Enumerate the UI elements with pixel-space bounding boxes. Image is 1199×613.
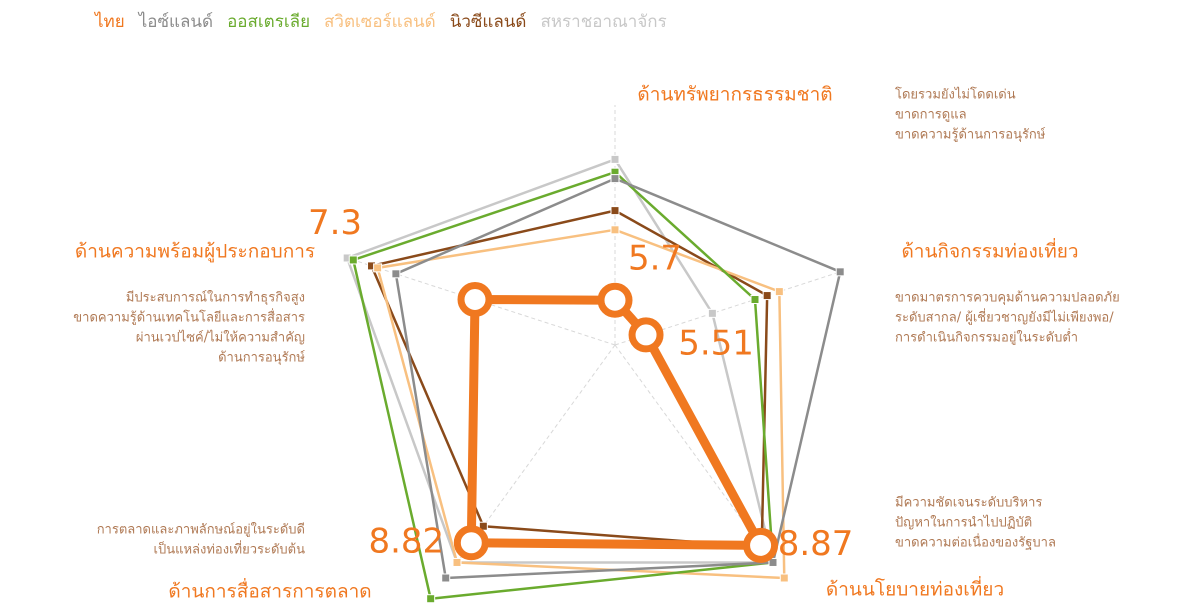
legend-label: สวิตเซอร์แลนด์ [324,12,436,32]
marker [452,557,462,567]
marker [610,154,620,164]
value-label: 5.51 [678,323,754,363]
marker [457,282,493,318]
annotation: ขาดมาตรการควบคุมด้านความปลอดภัย [895,291,1120,306]
annotation: ด้านการอนุรักษ์ [218,350,305,366]
marker [610,225,620,235]
value-label: 5.7 [628,239,682,279]
axis-label: ด้านกิจกรรมท่องเที่ยว [901,238,1078,263]
series-line [345,158,775,564]
marker [750,295,760,305]
marker [743,527,779,563]
marker [610,206,620,216]
annotation: เป็นแหล่งท่องเที่ยวระดับต้น [154,540,306,558]
value-label: 8.82 [368,521,444,561]
marker [628,317,664,353]
axis-label: ด้านความพร้อมผู้ประกอบการ [75,241,315,263]
legend-label: สหราชอาณาจักร [540,12,666,32]
value-label: 8.87 [778,524,854,564]
annotation: ขาดการดูแล [895,108,967,123]
marker [373,263,383,273]
marker [597,282,633,318]
axis-label: ด้านนโยบายท่องเที่ยว [826,576,1004,601]
legend-label: ไทย [93,11,125,32]
series-line [370,209,769,549]
annotation: มีประสบการณ์ในการทำธุรกิจสูง [126,290,305,306]
series-line [352,170,775,600]
annotation: การดำเนินกิจกรรมอยู่ในระดับต่ำ [895,329,1078,346]
legend-label: ไอซ์แลนด์ [137,11,213,32]
annotation: การตลาดและภาพลักษณ์อยู่ในระดับดี [97,522,305,538]
annotation: ขาดความต่อเนื่องของรัฐบาล [895,534,1056,551]
marker [762,291,772,301]
series-line [394,177,842,580]
axis-label: ด้านการสื่อสารการตลาด [168,578,371,603]
annotation: ปัญหาในการนำไปปฏิบัติ [895,515,1032,531]
annotation: ขาดความรู้ด้านเทคโนโลยีและการสื่อสาร [73,309,305,326]
marker [779,573,789,583]
marker [453,525,489,561]
marker [391,269,401,279]
marker [768,557,778,567]
annotation: ผ่านเวปไซค์/ไม่ให้ความสำคัญ [136,330,305,346]
legend-label: นิวซีแลนด์ [450,12,527,32]
marker [348,255,358,265]
axis-label: ด้านทรัพยากรธรรมชาติ [637,84,832,106]
legend-label: ออสเตรเลีย [227,12,310,32]
annotation: โดยรวมยังไม่โดดเด่น [895,87,1016,103]
marker [707,308,717,318]
annotation: มีความชัดเจนระดับบริหาร [895,495,1042,511]
marker [774,287,784,297]
value-label: 7.3 [308,203,362,243]
marker [426,594,436,604]
annotation: ระดับสากล/ ผู้เชี่ยวชาญยังมีไม่เพียงพอ/ [895,309,1114,326]
axis-line [614,270,844,346]
marker [835,267,845,277]
marker [610,174,620,184]
marker [441,573,451,583]
annotation: ขาดความรู้ด้านการอนุรักษ์ [895,127,1046,143]
